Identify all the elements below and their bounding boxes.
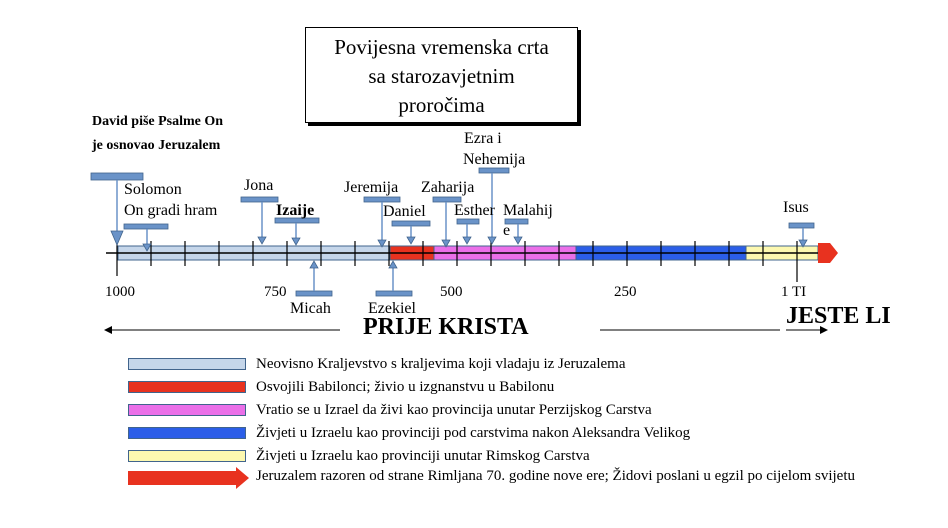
after-christ-label: JESTE LI bbox=[786, 303, 891, 329]
legend-swatch-babylon bbox=[128, 381, 246, 393]
tick-label-1000: 1000 bbox=[105, 284, 135, 300]
malahije-marker bbox=[504, 218, 529, 225]
esther-arrowhead bbox=[462, 236, 472, 245]
label-izaije: Izaije bbox=[276, 202, 315, 219]
legend-text-babylon: Osvojili Babilonci; živio u izgnanstvu u… bbox=[256, 379, 555, 395]
david-marker bbox=[90, 172, 144, 181]
jona-marker bbox=[240, 196, 279, 203]
micah-arrowhead bbox=[309, 260, 319, 269]
legend-text-destruction: Jeruzalem razoren od strane Rimljana 70.… bbox=[256, 468, 855, 484]
ezekiel-marker bbox=[375, 290, 413, 297]
legend-swatch-kingdom bbox=[128, 358, 246, 370]
izaije-marker bbox=[274, 217, 320, 224]
jeremija-arrowhead bbox=[377, 239, 387, 248]
esther-marker bbox=[456, 218, 480, 225]
ezekiel-arrowhead bbox=[388, 260, 398, 269]
jona-arrowhead bbox=[257, 236, 267, 245]
malahije-arrowhead bbox=[513, 236, 523, 245]
zaharija-marker bbox=[432, 196, 462, 203]
tick-label-750: 750 bbox=[264, 284, 287, 300]
label-daniel: Daniel bbox=[383, 203, 426, 220]
isus-arrowhead bbox=[798, 239, 808, 248]
legend-swatch-greek bbox=[128, 427, 246, 439]
legend-row-kingdom: Neovisno Kraljevstvo s kraljevima koji v… bbox=[128, 355, 936, 377]
axis-ticks bbox=[116, 241, 798, 282]
ezra-marker bbox=[478, 167, 510, 174]
after-christ-arrowhead bbox=[820, 326, 828, 334]
event-markers bbox=[90, 167, 815, 297]
tick-label-250: 250 bbox=[614, 284, 637, 300]
title-line-3: proročima bbox=[398, 93, 485, 117]
legend-text-persia: Vratio se u Izrael da živi kao provincij… bbox=[256, 402, 652, 418]
label-malahije-line-2: e bbox=[503, 222, 511, 239]
legend-swatch-persia bbox=[128, 404, 246, 416]
legend-text-kingdom: Neovisno Kraljevstvo s kraljevima koji v… bbox=[256, 356, 626, 372]
david-note-line-1: David piše Psalme On bbox=[92, 114, 224, 129]
david-note: David piše Psalme On je osnovao Jeruzale… bbox=[92, 110, 312, 158]
label-ezra-line-2: Nehemija bbox=[463, 151, 526, 168]
label-zaharija: Zaharija bbox=[421, 179, 475, 196]
daniel-arrowhead bbox=[406, 236, 416, 245]
solomon-arrowhead bbox=[142, 243, 152, 252]
label-ezra-line-1: Ezra i bbox=[464, 130, 502, 147]
tick-label-1: 1 TI bbox=[781, 284, 807, 300]
david-note-line-2: je osnovao Jeruzalem bbox=[92, 138, 221, 153]
title-line-2: sa starozavjetnim bbox=[368, 64, 515, 88]
timeline-graphic bbox=[90, 167, 838, 334]
label-micah: Micah bbox=[290, 300, 331, 317]
label-jona: Jona bbox=[244, 177, 274, 194]
label-ezekiel: Ezekiel bbox=[368, 300, 416, 317]
label-malahije-line-1: Malahij bbox=[503, 202, 553, 219]
legend-text-greek: Živjeti u Izraelu kao provinciji pod car… bbox=[256, 425, 691, 441]
legend-row-destruction: Jeruzalem razoren od strane Rimljana 70.… bbox=[128, 467, 936, 515]
legend-row-rome: Živjeti u Izraelu kao provinciji unutar … bbox=[128, 447, 936, 469]
before-christ-arrowhead bbox=[104, 326, 112, 334]
label-solomon-sub: On gradi hram bbox=[124, 202, 218, 219]
solomon-marker bbox=[123, 223, 169, 230]
period-destruction-arrow bbox=[818, 243, 838, 263]
label-isus: Isus bbox=[783, 199, 809, 216]
legend-swatch-rome bbox=[128, 450, 246, 462]
isus-marker bbox=[788, 222, 815, 229]
label-solomon: Solomon bbox=[124, 181, 182, 198]
legend-row-babylon: Osvojili Babilonci; živio u izgnanstvu u… bbox=[128, 378, 936, 400]
legend-row-greek: Živjeti u Izraelu kao provinciji pod car… bbox=[128, 424, 936, 446]
ezra-arrowhead bbox=[487, 236, 497, 245]
title-line-1: Povijesna vremenska crta bbox=[334, 35, 549, 59]
legend-swatch-destruction-arrow bbox=[128, 467, 249, 489]
label-esther: Esther bbox=[454, 202, 495, 219]
label-jeremija: Jeremija bbox=[344, 179, 399, 196]
timeline-title-box: Povijesna vremenska crta sa starozavjetn… bbox=[305, 27, 578, 123]
tick-label-500: 500 bbox=[440, 284, 463, 300]
legend-text-rome: Živjeti u Izraelu kao provinciji unutar … bbox=[256, 448, 590, 464]
legend-row-persia: Vratio se u Izrael da živi kao provincij… bbox=[128, 401, 936, 423]
zaharija-arrowhead bbox=[441, 239, 451, 248]
david-arrowhead bbox=[110, 230, 124, 247]
micah-marker bbox=[295, 290, 333, 297]
izaije-arrowhead bbox=[291, 237, 301, 246]
before-christ-label: PRIJE KRISTA bbox=[363, 314, 529, 340]
